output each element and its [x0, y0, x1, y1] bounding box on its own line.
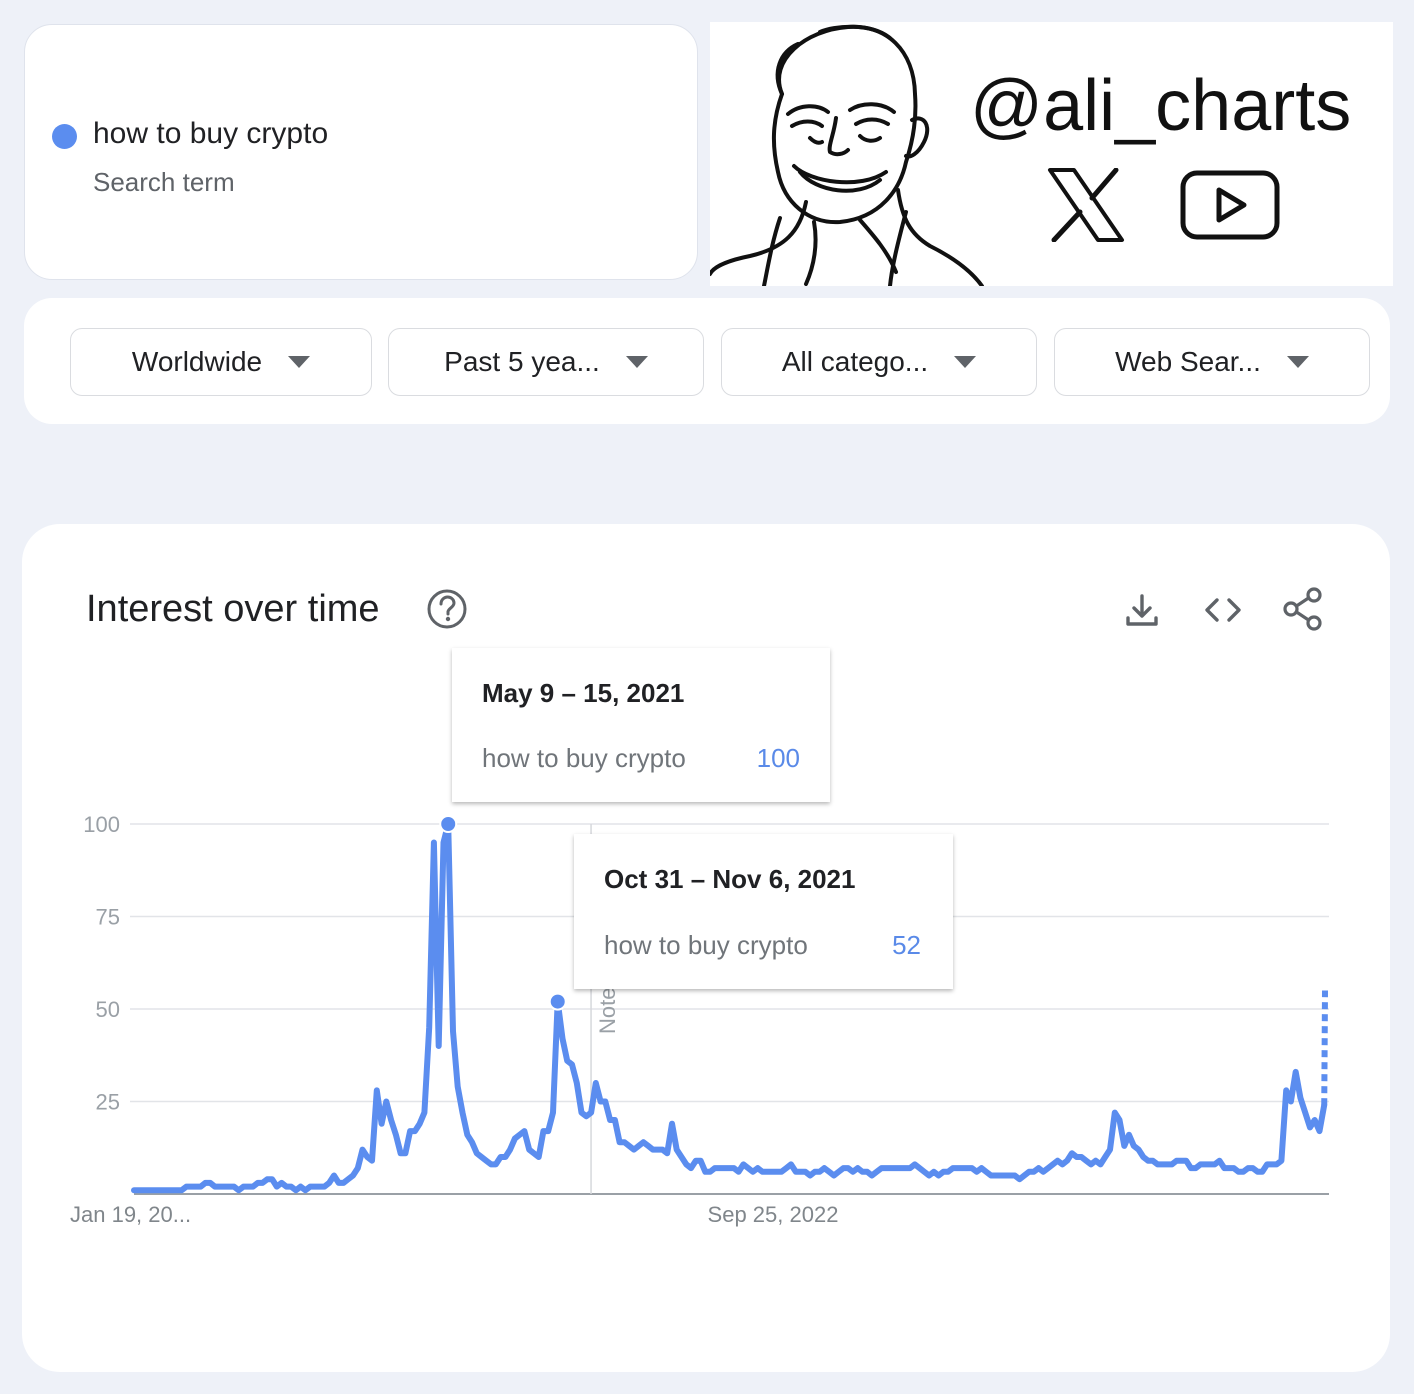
series-color-dot	[52, 124, 77, 149]
series-partial-segment	[1321, 990, 1328, 1106]
tooltip-date: May 9 – 15, 2021	[482, 678, 685, 708]
tooltip-term: how to buy crypto	[604, 930, 808, 960]
y-tick-label: 75	[96, 905, 120, 930]
download-icon[interactable]	[1122, 590, 1162, 630]
region-filter-label: Worldwide	[131, 346, 263, 377]
filter-bar: Worldwide Past 5 yea... All catego... We…	[24, 298, 1390, 424]
tooltip-value: 100	[756, 743, 800, 773]
chevron-down-icon	[288, 356, 311, 368]
troll-face-sketch	[710, 24, 984, 286]
tooltip-term: how to buy crypto	[482, 743, 686, 773]
search-term-name[interactable]: how to buy crypto	[93, 117, 329, 150]
share-icon[interactable]	[1282, 586, 1324, 632]
search-term-card[interactable]: how to buy crypto Search term	[24, 24, 698, 280]
category-filter-dropdown[interactable]: All catego...	[721, 328, 1037, 396]
chevron-down-icon	[625, 356, 648, 368]
x-tick-label: Sep 25, 2022	[708, 1202, 839, 1227]
tooltip-date: Oct 31 – Nov 6, 2021	[604, 864, 856, 894]
tooltip-value: 52	[892, 930, 921, 960]
x-tick-label: Jan 19, 20...	[70, 1202, 191, 1227]
time-range-filter-label: Past 5 yea...	[444, 346, 600, 377]
watermark-handle: @ali_charts	[970, 66, 1352, 146]
watermark-banner: @ali_charts	[710, 22, 1393, 286]
search-type-filter-dropdown[interactable]: Web Sear...	[1054, 328, 1370, 396]
tooltip-second-peak: Oct 31 – Nov 6, 2021 how to buy crypto 5…	[574, 834, 953, 989]
y-tick-label: 100	[83, 812, 120, 837]
time-range-filter-dropdown[interactable]: Past 5 yea...	[388, 328, 704, 396]
tooltip-peak: May 9 – 15, 2021 how to buy crypto 100	[452, 648, 830, 802]
help-icon[interactable]	[426, 588, 468, 630]
search-type-filter-label: Web Sear...	[1115, 346, 1261, 377]
region-filter-dropdown[interactable]: Worldwide	[70, 328, 372, 396]
annotation-label: Note	[595, 988, 620, 1034]
x-logo-icon	[1048, 168, 1124, 242]
data-point-marker	[548, 992, 567, 1011]
search-term-sublabel: Search term	[93, 167, 235, 197]
y-tick-label: 50	[96, 997, 120, 1022]
chevron-down-icon	[954, 356, 977, 368]
chevron-down-icon	[1286, 356, 1309, 368]
series-line-how-to-buy-crypto	[131, 821, 1328, 1194]
y-tick-label: 25	[96, 1090, 120, 1115]
embed-code-icon[interactable]	[1202, 590, 1244, 630]
youtube-play-icon	[1180, 170, 1280, 240]
card-title: Interest over time	[86, 588, 380, 630]
category-filter-label: All catego...	[781, 346, 929, 377]
data-point-marker	[439, 815, 458, 833]
